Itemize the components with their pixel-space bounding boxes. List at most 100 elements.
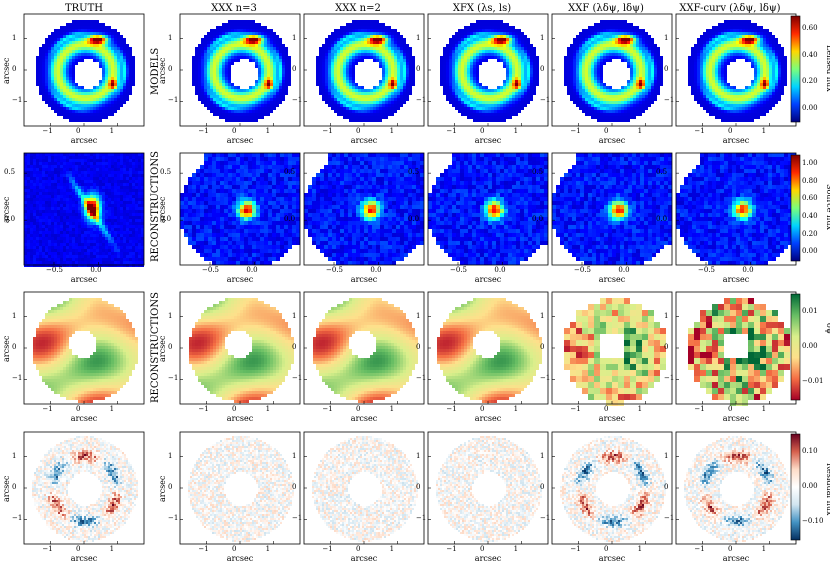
panel-r0-c1 xyxy=(179,13,301,127)
colorbar-2 xyxy=(790,293,801,401)
y-axis-label: arcsec xyxy=(158,476,167,502)
panel-r3-c4 xyxy=(551,431,673,545)
x-tick-label: −1 xyxy=(322,545,332,553)
y-tick-label: 1 xyxy=(292,452,296,460)
x-axis-label: arcsec xyxy=(324,136,404,145)
panel-r3-c1 xyxy=(179,431,301,545)
x-tick-label: −0.5 xyxy=(202,266,219,274)
x-axis-label: arcsec xyxy=(44,275,124,284)
y-tick-label: 0.0 xyxy=(284,215,295,223)
x-tick-label: −1 xyxy=(198,545,208,553)
x-tick-label: 0.0 xyxy=(246,266,257,274)
y-tick-label: 0.5 xyxy=(284,168,295,176)
x-tick-label: 0 xyxy=(480,545,484,553)
x-tick-label: 0 xyxy=(76,545,80,553)
panel-image xyxy=(564,298,666,406)
panel-image xyxy=(188,436,294,542)
x-axis-label: arcsec xyxy=(200,275,280,284)
panel-image xyxy=(316,20,415,122)
panel-image xyxy=(180,153,300,265)
x-tick-label: 0 xyxy=(356,127,360,135)
x-tick-label: 0.0 xyxy=(370,266,381,274)
panel-image xyxy=(552,153,672,265)
x-tick-label: 1 xyxy=(110,545,114,553)
x-axis-label: arcsec xyxy=(448,275,528,284)
y-tick-label: 1 xyxy=(416,452,420,460)
colorbar-tick-label: 0.00 xyxy=(802,482,818,490)
x-tick-label: 1 xyxy=(638,405,642,413)
y-tick-label: −1 xyxy=(540,514,550,522)
panel-frame xyxy=(179,152,301,266)
y-tick-label: 0.0 xyxy=(532,215,543,223)
y-tick-label: 0 xyxy=(664,65,668,73)
x-tick-label: −0.5 xyxy=(698,266,715,274)
x-axis-label: arcsec xyxy=(696,275,776,284)
panel-image xyxy=(676,153,796,265)
colorbar-tick-label: 0.00 xyxy=(802,342,818,350)
x-axis-label: arcsec xyxy=(572,554,652,563)
y-tick-label: −1 xyxy=(292,96,302,104)
x-tick-label: 0.0 xyxy=(90,266,101,274)
y-tick-label: 1 xyxy=(168,34,172,42)
y-tick-label: −1 xyxy=(664,514,674,522)
y-tick-label: −1 xyxy=(168,514,178,522)
y-axis-label: arcsec xyxy=(2,476,11,502)
y-axis-label: arcsec xyxy=(2,336,11,362)
panel-frame xyxy=(551,152,673,266)
panel-r1-c0 xyxy=(23,152,145,267)
y-tick-label: 0.5 xyxy=(4,168,15,176)
colorbar-tick-label: 0.00 xyxy=(802,104,818,112)
panel-r3-c5 xyxy=(675,431,797,545)
y-tick-label: 1 xyxy=(12,34,16,42)
x-tick-label: −1 xyxy=(42,405,52,413)
x-tick-label: −1 xyxy=(42,545,52,553)
y-tick-label: 0.0 xyxy=(4,215,15,223)
colorbar-label: δψ xyxy=(825,323,830,334)
y-tick-label: 0 xyxy=(12,483,16,491)
y-tick-label: 1 xyxy=(664,312,668,320)
panel-image xyxy=(684,436,790,542)
x-tick-label: 0 xyxy=(728,127,732,135)
colorbar-tick-label: 0.01 xyxy=(802,307,818,315)
panel-image xyxy=(436,436,542,542)
y-tick-label: 1 xyxy=(12,312,16,320)
x-tick-label: 0.0 xyxy=(742,266,753,274)
x-tick-label: 1 xyxy=(762,545,766,553)
y-tick-label: 0 xyxy=(416,483,420,491)
panel-r3-c2 xyxy=(303,431,425,545)
x-axis-label: arcsec xyxy=(324,414,404,423)
y-tick-label: −1 xyxy=(540,374,550,382)
y-tick-label: 0 xyxy=(540,343,544,351)
colorbar-tick-label: 0.20 xyxy=(802,77,818,85)
y-tick-label: −1 xyxy=(12,374,22,382)
panel-r0-c5 xyxy=(675,13,797,127)
panel-image xyxy=(428,153,548,265)
x-tick-label: 1 xyxy=(110,405,114,413)
y-tick-label: −1 xyxy=(292,374,302,382)
x-axis-label: arcsec xyxy=(572,414,652,423)
y-axis-label: arcsec xyxy=(2,58,11,84)
x-tick-label: −1 xyxy=(446,545,456,553)
panel-image xyxy=(33,298,138,403)
x-tick-label: 0.0 xyxy=(618,266,629,274)
col-title-xxx-n3: XXX n=3 xyxy=(174,3,294,14)
x-tick-label: 1 xyxy=(110,127,114,135)
panel-image xyxy=(313,298,418,403)
colorbar-tick-label: 0.40 xyxy=(802,51,818,59)
y-tick-label: 1 xyxy=(416,34,420,42)
panel-r1-c4 xyxy=(551,152,673,266)
y-tick-label: 0.5 xyxy=(408,168,419,176)
x-tick-label: 0 xyxy=(232,545,236,553)
y-tick-label: −1 xyxy=(12,514,22,522)
x-tick-label: 0 xyxy=(356,405,360,413)
x-axis-label: arcsec xyxy=(448,414,528,423)
y-tick-label: 1 xyxy=(12,452,16,460)
panel-image xyxy=(688,20,787,122)
x-tick-label: −1 xyxy=(198,405,208,413)
y-tick-label: 0.5 xyxy=(656,168,667,176)
y-tick-label: 1 xyxy=(292,34,296,42)
x-axis-label: arcsec xyxy=(572,136,652,145)
col-title-truth: TRUTH xyxy=(24,3,144,14)
y-tick-label: 0 xyxy=(12,65,16,73)
panel-image xyxy=(192,20,291,122)
